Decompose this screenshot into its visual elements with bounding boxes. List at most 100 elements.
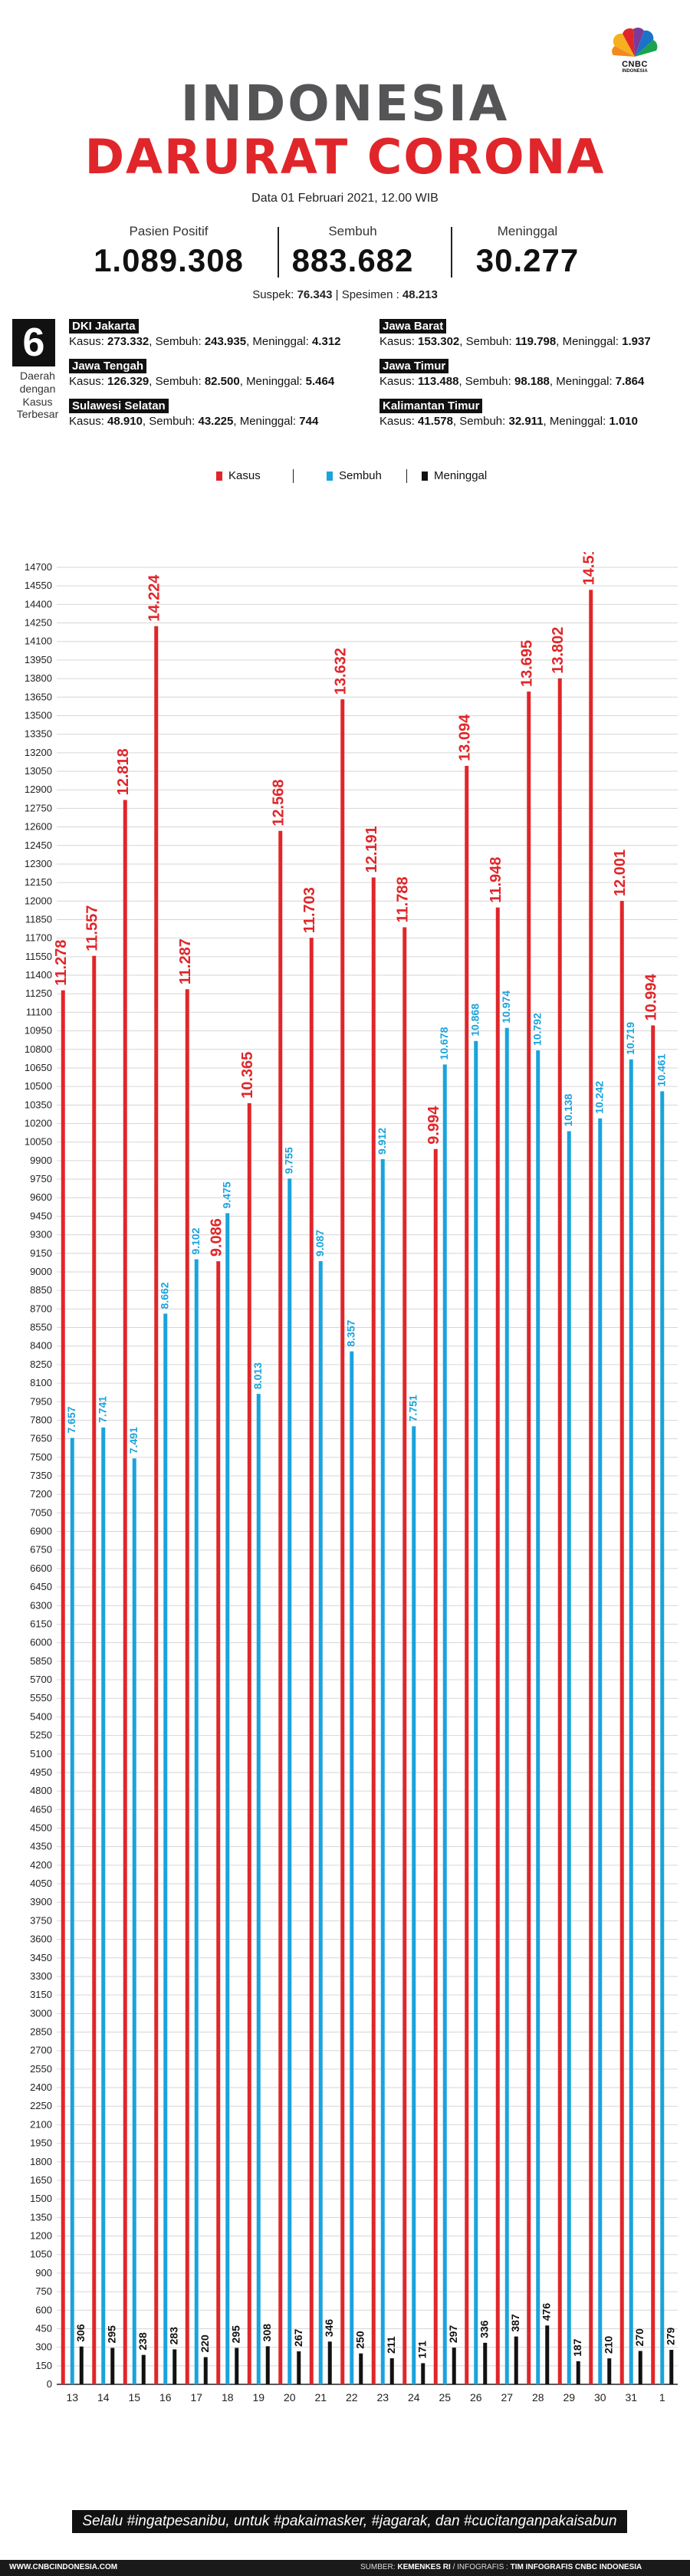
stat-label: Sembuh (328, 224, 377, 238)
y-tick-label: 5100 (30, 1748, 52, 1760)
y-tick-label: 4050 (30, 1878, 52, 1889)
spesimen-value: 48.213 (402, 288, 438, 301)
bar-meninggal (514, 2336, 518, 2384)
x-tick-label: 26 (470, 2391, 482, 2404)
y-tick-label: 10950 (25, 1025, 52, 1037)
bar-kasus (651, 1025, 656, 2384)
kasus-value: 113.488 (418, 375, 459, 388)
y-tick-label: 6450 (30, 1581, 52, 1592)
region-caption: Daerah dengan Kasus Terbesar (16, 370, 59, 421)
x-tick-label: 24 (408, 2391, 420, 2404)
bar-sembuh (101, 1427, 106, 2384)
data-label-kasus: 9.086 (209, 1218, 225, 1257)
bar-sembuh (442, 1064, 447, 2384)
data-label-meninggal: 297 (447, 2325, 459, 2344)
bar-sembuh (163, 1313, 168, 2384)
data-label-sembuh: 10.974 (500, 991, 512, 1024)
y-tick-label: 8700 (30, 1303, 52, 1314)
data-label-sembuh: 10.868 (469, 1004, 481, 1037)
bar-sembuh (132, 1458, 136, 2384)
data-label-meninggal: 346 (323, 2319, 335, 2338)
y-tick-label: 13500 (25, 709, 52, 721)
data-label-kasus: 14.518 (581, 552, 598, 585)
y-tick-label: 7050 (30, 1506, 52, 1518)
y-tick-label: 10050 (25, 1136, 52, 1148)
x-tick-label: 21 (314, 2391, 327, 2404)
bar-kasus (557, 678, 562, 2385)
data-label-sembuh: 9.087 (314, 1230, 326, 1257)
legend-swatch (422, 471, 428, 481)
data-label-kasus: 10.994 (643, 973, 660, 1020)
sembuh-value: 98.188 (514, 375, 550, 388)
data-label-kasus: 11.703 (301, 887, 318, 933)
kasus-value: 41.578 (418, 415, 453, 428)
data-label-kasus: 13.802 (550, 627, 567, 674)
data-label-sembuh: 10.138 (562, 1093, 574, 1126)
data-label-meninggal: 238 (136, 2332, 149, 2351)
legend-label: Meninggal (434, 469, 488, 482)
x-tick-label: 19 (252, 2391, 264, 2404)
y-tick-label: 7800 (30, 1414, 52, 1425)
data-label-kasus: 12.818 (115, 748, 132, 795)
sembuh-value: 43.225 (198, 415, 234, 428)
region-stats: Kasus: 48.910, Sembuh: 43.225, Meninggal… (69, 415, 319, 428)
data-label-sembuh: 10.242 (593, 1081, 606, 1114)
stat-value: 883.682 (291, 242, 414, 278)
bar-meninggal (638, 2351, 642, 2384)
data-label-kasus: 11.557 (84, 905, 101, 951)
y-tick-label: 600 (35, 2304, 52, 2315)
y-tick-label: 10500 (25, 1080, 52, 1092)
meninggal-value: 1.937 (622, 335, 651, 348)
y-tick-label: 8550 (30, 1322, 52, 1333)
kasus-label: Kasus: (69, 415, 104, 428)
y-tick-label: 4350 (30, 1841, 52, 1852)
data-label-kasus: 13.094 (457, 714, 474, 761)
bar-meninggal (359, 2353, 363, 2384)
legend-label: Kasus (228, 469, 261, 482)
data-label-kasus: 11.788 (395, 876, 412, 922)
meninggal-value: 5.464 (305, 375, 335, 388)
stat-value: 30.277 (475, 242, 580, 278)
legend-divider (406, 469, 407, 483)
y-tick-label: 2100 (30, 2118, 52, 2130)
y-tick-label: 0 (47, 2378, 52, 2390)
footer-source: SUMBER: KEMENKES RI / INFOGRAFIS : TIM I… (360, 2563, 642, 2571)
data-label-meninggal: 250 (354, 2331, 366, 2349)
meninggal-label: Meninggal: (246, 375, 303, 388)
y-tick-label: 750 (35, 2285, 52, 2297)
region-name: Jawa Barat (380, 319, 447, 334)
y-tick-label: 300 (35, 2341, 52, 2353)
bar-kasus (185, 989, 189, 2384)
bar-sembuh (380, 1158, 385, 2384)
y-tick-label: 12150 (25, 876, 52, 888)
y-tick-label: 2250 (30, 2100, 52, 2111)
data-label-sembuh: 10.719 (624, 1022, 636, 1055)
data-label-sembuh: 8.662 (159, 1282, 171, 1309)
y-tick-label: 1050 (30, 2249, 52, 2260)
x-tick-label: 28 (532, 2391, 544, 2404)
data-label-meninggal: 295 (230, 2325, 242, 2344)
data-label-meninggal: 211 (385, 2336, 397, 2354)
y-tick-label: 3450 (30, 1952, 52, 1963)
data-label-sembuh: 8.013 (251, 1362, 264, 1389)
stat-label: Pasien Positif (129, 224, 209, 238)
x-tick-label: 13 (66, 2391, 78, 2404)
bar-sembuh (598, 1118, 603, 2384)
bar-kasus (465, 765, 469, 2384)
stat-value: 1.089.308 (94, 242, 244, 278)
legend-label: Sembuh (339, 469, 382, 482)
bar-meninggal (545, 2325, 550, 2384)
region-name: DKI Jakarta (69, 319, 139, 334)
x-tick-label: 16 (159, 2391, 172, 2404)
sembuh-label: Sembuh: (149, 415, 196, 428)
y-tick-label: 2400 (30, 2082, 52, 2093)
y-tick-label: 14400 (25, 598, 52, 610)
y-tick-label: 3000 (30, 2007, 52, 2019)
bar-kasus (216, 1261, 221, 2384)
sembuh-label: Sembuh: (155, 375, 202, 388)
y-tick-label: 12450 (25, 840, 52, 851)
bar-sembuh (288, 1178, 292, 2384)
bar-sembuh (504, 1027, 509, 2384)
legend-kasus: Kasus (216, 469, 261, 482)
stat-divider (278, 227, 279, 278)
